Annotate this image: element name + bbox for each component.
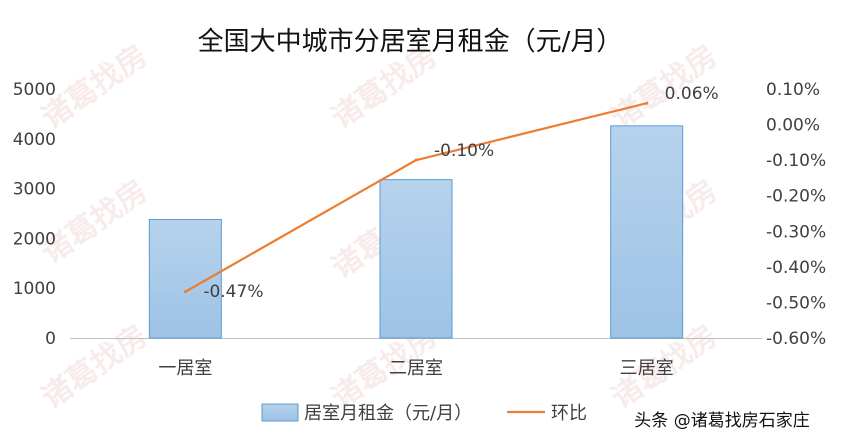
y-right-tick-label: -0.30%: [766, 222, 826, 242]
y-left-tick-label: 0: [45, 329, 56, 349]
y-left-tick-label: 5000: [13, 80, 56, 100]
y-right-tick-label: -0.60%: [766, 329, 826, 349]
credit-text: 头条 @诸葛找房石家庄: [634, 411, 809, 431]
y-left-tick-label: 1000: [13, 279, 56, 299]
legend-swatch-bar: [261, 403, 299, 422]
line-point: [645, 101, 649, 105]
y-right-tick-label: -0.50%: [766, 293, 826, 313]
y-right-tick-label: -0.40%: [766, 258, 826, 278]
legend-label: 环比: [551, 403, 587, 424]
y-right-tick-label: 0.10%: [766, 80, 820, 100]
line-point: [414, 158, 418, 162]
y-right-tick-label: -0.10%: [766, 151, 826, 171]
bar: [610, 125, 684, 339]
bar: [379, 179, 453, 339]
bar: [148, 218, 222, 339]
axes: 0 1000 2000 3000 4000 5000 -0.60% -0.50% -0.40% -…: [13, 80, 826, 379]
y-left-tick-label: 4000: [13, 130, 56, 150]
x-tick-label: 一居室: [158, 358, 212, 379]
x-tick-label: 二居室: [389, 358, 443, 379]
bar-series: [148, 125, 684, 339]
line-point: [183, 290, 187, 294]
data-label: -0.47%: [203, 282, 263, 302]
data-label: 0.06%: [665, 84, 719, 104]
data-label: -0.10%: [434, 141, 494, 161]
y-right-tick-label: -0.20%: [766, 187, 826, 207]
chart-title: 全国大中城市分居室月租金（元/月）: [198, 27, 623, 57]
legend: 居室月租金（元/月） 环比: [261, 403, 587, 424]
y-left-tick-label: 3000: [13, 180, 56, 200]
line-series: -0.47% -0.10% 0.06%: [183, 84, 719, 302]
y-left-tick-label: 2000: [13, 229, 56, 249]
x-tick-label: 三居室: [620, 358, 674, 379]
legend-label: 居室月租金（元/月）: [304, 403, 472, 424]
y-right-tick-label: 0.00%: [766, 116, 820, 136]
